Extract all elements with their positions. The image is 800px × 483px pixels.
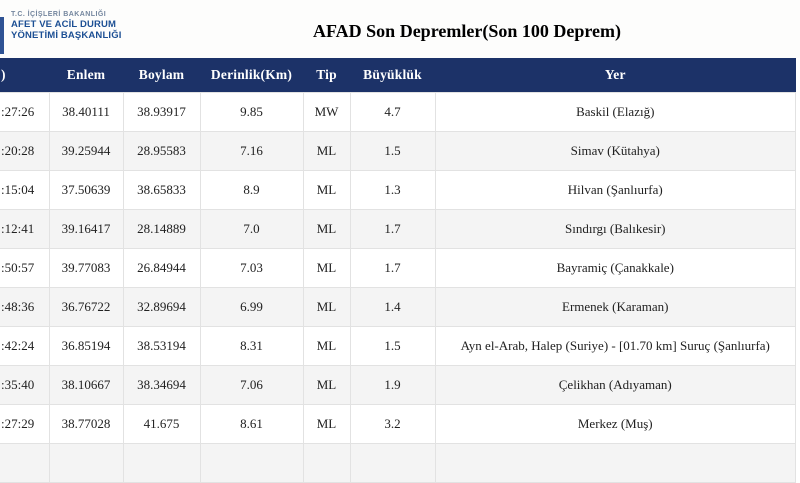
logo-ministry-line: T.C. İÇİŞLERİ BAKANLIĞI	[11, 11, 107, 18]
cell: Hilvan (Şanlıurfa)	[434, 169, 796, 210]
cell	[122, 442, 201, 483]
cell: 8.61	[199, 403, 304, 444]
cell: Ayn el-Arab, Halep (Suriye) - [01.70 km]…	[434, 325, 796, 366]
cell: 26.84944	[122, 247, 201, 288]
cell: Bayramiç (Çanakkale)	[434, 247, 796, 288]
column-header: Büyüklük	[350, 58, 435, 92]
cell: MW	[302, 91, 351, 132]
table-row: :48:36 36.76722 32.89694 6.99 ML 1.4 Ermenek (…	[0, 286, 796, 327]
cell: ML	[302, 286, 351, 327]
cell: 8.31	[199, 325, 304, 366]
cell: 1.7	[349, 247, 436, 288]
earthquake-table-body: :27:26 38.40111 38.93917 9.85 MW 4.7 Baskil (E…	[0, 91, 796, 483]
cell: :48:36	[0, 286, 50, 327]
logo-agency-line1: AFET VE ACİL DURUM	[11, 19, 117, 30]
cell	[349, 442, 436, 483]
cell: 3.2	[349, 403, 436, 444]
cell: 1.5	[349, 325, 436, 366]
table-row: :35:40 38.10667 38.34694 7.06 ML 1.9 Çelikhan …	[0, 364, 796, 405]
cell: 41.675	[122, 403, 201, 444]
cell: 7.03	[199, 247, 304, 288]
cell: Sındırgı (Balıkesir)	[434, 208, 796, 249]
cell: :20:28	[0, 130, 50, 171]
cell: ML	[302, 403, 351, 444]
cell: Çelikhan (Adıyaman)	[434, 364, 796, 405]
column-header: Tip	[303, 58, 350, 92]
cell: 39.77083	[48, 247, 124, 288]
cell	[199, 442, 304, 483]
cell: 38.65833	[122, 169, 201, 210]
cell: ML	[302, 247, 351, 288]
cell: 1.3	[349, 169, 436, 210]
cell: 32.89694	[122, 286, 201, 327]
page-header: T.C. İÇİŞLERİ BAKANLIĞI AFET VE ACİL DUR…	[0, 0, 800, 58]
cell: :27:29	[0, 403, 50, 444]
table-header-row: ) Enlem Boylam Derinlik(Km) Tip Büyüklük Yer	[0, 58, 796, 92]
cell: ML	[302, 130, 351, 171]
cell: Merkez (Muş)	[434, 403, 796, 444]
cell: 38.93917	[122, 91, 201, 132]
cell: 7.16	[199, 130, 304, 171]
cell: :27:26	[0, 91, 50, 132]
afad-logo-text: T.C. İÇİŞLERİ BAKANLIĞI AFET VE ACİL DUR…	[11, 10, 122, 41]
cell: 4.7	[349, 91, 436, 132]
cell: ML	[302, 364, 351, 405]
logo-agency-line2: YÖNETİMİ BAŞKANLIĞI	[11, 29, 122, 41]
cell: 38.53194	[122, 325, 201, 366]
table-row: :27:26 38.40111 38.93917 9.85 MW 4.7 Baskil (E…	[0, 91, 796, 132]
earthquake-table: ) Enlem Boylam Derinlik(Km) Tip Büyüklük Yer :…	[0, 58, 796, 483]
cell: 38.34694	[122, 364, 201, 405]
table-row: :15:04 37.50639 38.65833 8.9 ML 1.3 Hilvan (Şa…	[0, 169, 796, 210]
cell: 1.9	[349, 364, 436, 405]
cell: 36.85194	[48, 325, 124, 366]
cell: 38.77028	[48, 403, 124, 444]
cell	[434, 442, 796, 483]
cell: 1.5	[349, 130, 436, 171]
cell: 38.10667	[48, 364, 124, 405]
column-header: Yer	[435, 58, 796, 92]
cell: 9.85	[199, 91, 304, 132]
cell: 1.7	[349, 208, 436, 249]
column-header: Derinlik(Km)	[200, 58, 303, 92]
cell: :35:40	[0, 364, 50, 405]
cell: :42:24	[0, 325, 50, 366]
table-row: :50:57 39.77083 26.84944 7.03 ML 1.7 Bayramiç …	[0, 247, 796, 288]
cell	[48, 442, 124, 483]
column-header: )	[0, 58, 49, 92]
cell: 39.25944	[48, 130, 124, 171]
page-title: AFAD Son Depremler(Son 100 Deprem)	[313, 21, 621, 41]
cell: :15:04	[0, 169, 50, 210]
cell: 1.4	[349, 286, 436, 327]
cell: 36.76722	[48, 286, 124, 327]
cell: 39.16417	[48, 208, 124, 249]
cell: :50:57	[0, 247, 50, 288]
cell: 38.40111	[48, 91, 124, 132]
cell: 28.14889	[122, 208, 201, 249]
cell: Baskil (Elazığ)	[434, 91, 796, 132]
table-row: :20:28 39.25944 28.95583 7.16 ML 1.5 Simav (Kü…	[0, 130, 796, 171]
table-row: :12:41 39.16417 28.14889 7.0 ML 1.7 Sındırgı (…	[0, 208, 796, 249]
cell: 37.50639	[48, 169, 124, 210]
cell: :12:41	[0, 208, 50, 249]
cell	[0, 442, 50, 483]
table-row: :27:29 38.77028 41.675 8.61 ML 3.2 Merkez (Muş…	[0, 403, 796, 444]
table-row-partial	[0, 442, 796, 483]
cell: Ermenek (Karaman)	[434, 286, 796, 327]
cell: ML	[302, 169, 351, 210]
logo-accent-bar	[0, 17, 4, 54]
cell: Simav (Kütahya)	[434, 130, 796, 171]
column-header: Enlem	[49, 58, 123, 92]
cell: ML	[302, 325, 351, 366]
column-header: Boylam	[123, 58, 200, 92]
cell	[302, 442, 351, 483]
table-row: :42:24 36.85194 38.53194 8.31 ML 1.5 Ayn el-Ar…	[0, 325, 796, 366]
afad-logo: T.C. İÇİŞLERİ BAKANLIĞI AFET VE ACİL DUR…	[0, 10, 122, 54]
cell: 7.0	[199, 208, 304, 249]
cell: 7.06	[199, 364, 304, 405]
cell: 28.95583	[122, 130, 201, 171]
cell: 6.99	[199, 286, 304, 327]
cell: 8.9	[199, 169, 304, 210]
cell: ML	[302, 208, 351, 249]
